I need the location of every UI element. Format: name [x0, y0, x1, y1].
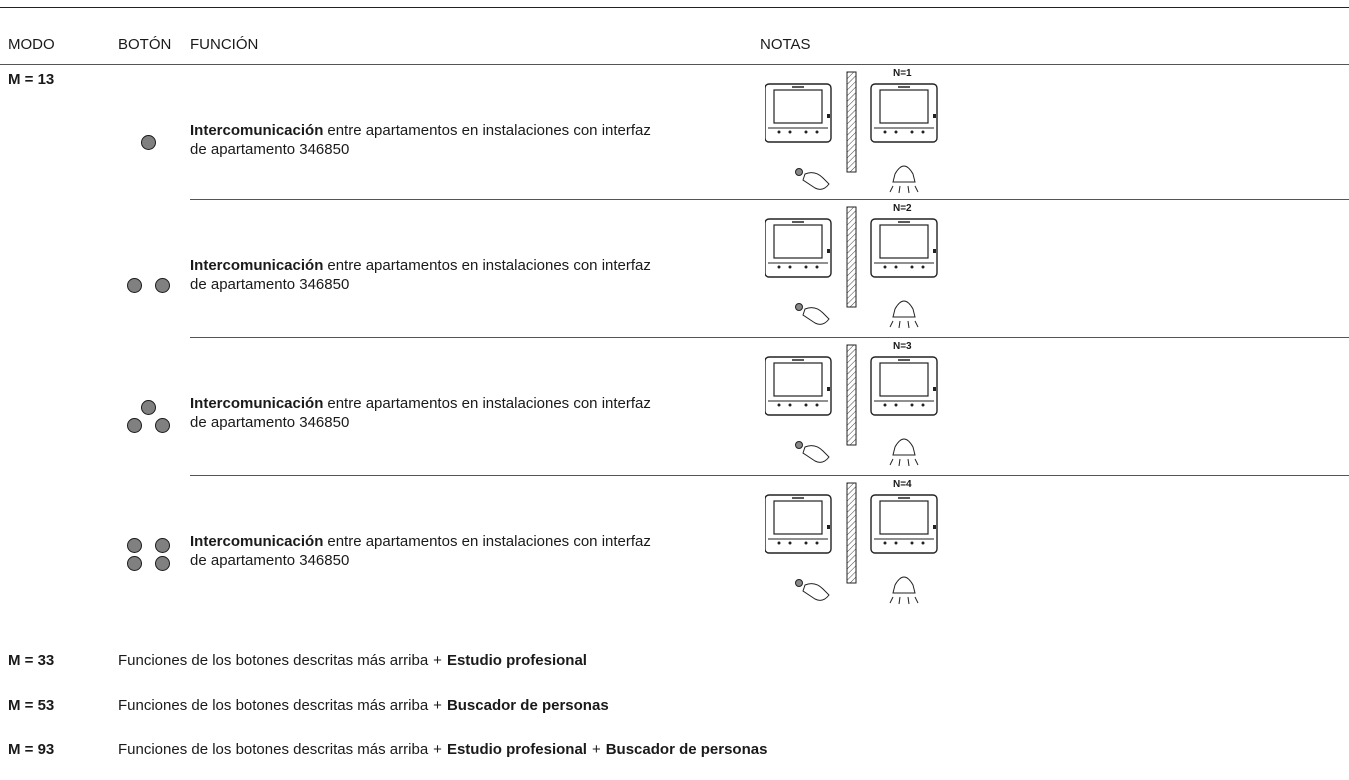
- header-modo: MODO: [8, 36, 55, 53]
- mode-description: Funciones de los botones descritas más a…: [118, 697, 609, 714]
- mode-label: M = 53: [8, 697, 55, 714]
- description-bold: Estudio profesional: [446, 652, 587, 669]
- button-dot: [155, 278, 170, 293]
- button-dot: [127, 538, 142, 553]
- row-rule: [190, 199, 1349, 200]
- row-rule: [190, 475, 1349, 476]
- intercom-drawing: [764, 482, 938, 605]
- function-text: entre apartamentos en instalaciones con …: [327, 533, 651, 550]
- function-text: entre apartamentos en instalaciones con …: [327, 257, 651, 274]
- button-dot: [127, 418, 142, 433]
- mode-description: Funciones de los botones descritas más a…: [118, 741, 767, 758]
- plus-sign: +: [433, 652, 442, 669]
- function-bold: Intercomunicación: [190, 257, 324, 274]
- mode-description: Funciones de los botones descritas más a…: [118, 652, 587, 669]
- note-illustration: N=3: [764, 341, 955, 473]
- note-label: N=3: [893, 341, 912, 352]
- function-bold: Intercomunicación: [190, 395, 324, 412]
- description-bold: Buscador de personas: [605, 741, 768, 758]
- button-dot: [155, 418, 170, 433]
- function-line: de apartamento 346850: [190, 141, 350, 158]
- plus-sign: +: [591, 741, 601, 758]
- button-dot: [127, 556, 142, 571]
- note-label: N=4: [893, 479, 912, 490]
- function-line: Intercomunicación entre apartamentos en i…: [190, 533, 651, 550]
- function-text: entre apartamentos en instalaciones con …: [327, 395, 651, 412]
- function-bold: Intercomunicación: [190, 122, 324, 139]
- mode-label: M = 93: [8, 741, 55, 758]
- button-dot: [155, 556, 170, 571]
- header-rule: [0, 64, 1349, 65]
- function-line: Intercomunicación entre apartamentos en i…: [190, 257, 651, 274]
- intercom-drawing: [764, 206, 938, 329]
- note-label: N=2: [893, 203, 912, 214]
- note-label: N=1: [893, 68, 912, 79]
- top-rule: [0, 7, 1349, 8]
- note-illustration: N=2: [764, 203, 955, 335]
- function-line: de apartamento 346850: [190, 552, 350, 569]
- intercom-drawing: [764, 71, 938, 194]
- note-illustration: N=1: [764, 68, 955, 200]
- description-text: Funciones de los botones descritas más a…: [118, 741, 429, 758]
- plus-sign: +: [433, 697, 442, 714]
- description-text: Funciones de los botones descritas más a…: [118, 697, 429, 714]
- note-illustration: N=4: [764, 479, 955, 611]
- function-line: de apartamento 346850: [190, 414, 350, 431]
- button-dot: [127, 278, 142, 293]
- function-bold: Intercomunicación: [190, 533, 324, 550]
- function-line: de apartamento 346850: [190, 276, 350, 293]
- header-funcion: FUNCIÓN: [190, 36, 259, 53]
- header-notas: NOTAS: [760, 36, 811, 53]
- button-dot: [155, 538, 170, 553]
- function-line: Intercomunicación entre apartamentos en i…: [190, 122, 651, 139]
- button-dot: [141, 135, 156, 150]
- button-dot: [141, 400, 156, 415]
- header-boton: BOTÓN: [118, 36, 172, 53]
- mode-label: M = 13: [8, 71, 55, 88]
- intercom-drawing: [764, 344, 938, 467]
- description-text: Funciones de los botones descritas más a…: [118, 652, 429, 669]
- description-bold: Buscador de personas: [446, 697, 609, 714]
- description-bold: Estudio profesional: [446, 741, 587, 758]
- mode-label: M = 33: [8, 652, 55, 669]
- plus-sign: +: [433, 741, 442, 758]
- function-line: Intercomunicación entre apartamentos en i…: [190, 395, 651, 412]
- function-text: entre apartamentos en instalaciones con …: [327, 122, 651, 139]
- row-rule: [190, 337, 1349, 338]
